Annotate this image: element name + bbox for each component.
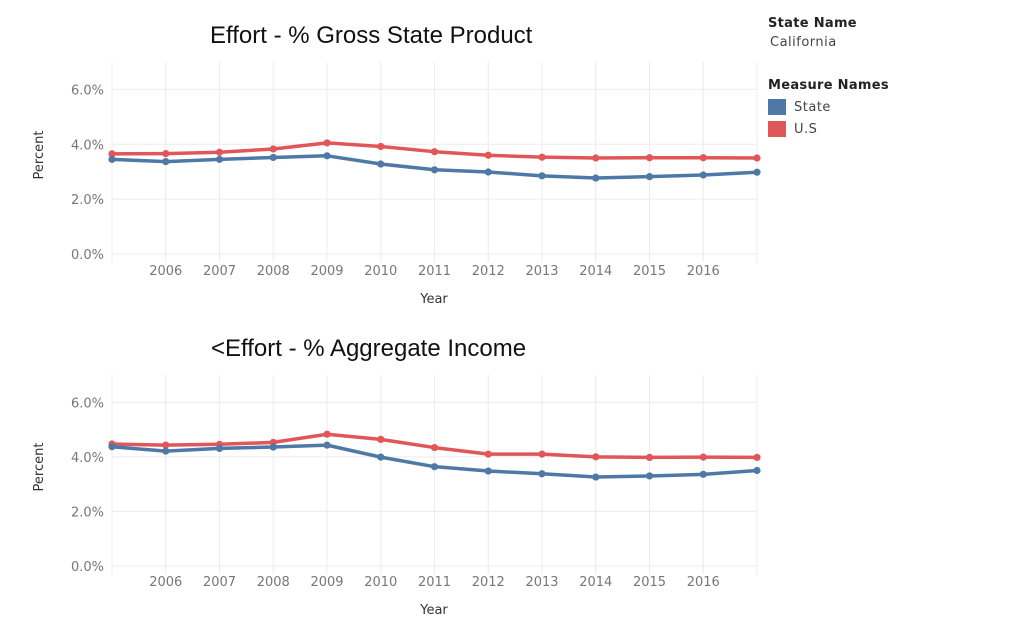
state-name-label: State Name [768, 16, 857, 31]
data-point-us [538, 153, 546, 161]
data-point-us [215, 148, 224, 156]
x-tick-label: 2010 [364, 575, 397, 590]
y-tick-label: 0.0% [71, 560, 104, 575]
data-point-us [269, 145, 277, 153]
data-point-state [699, 171, 707, 179]
x-tick-label: 2013 [525, 264, 558, 279]
data-point-us [484, 450, 492, 458]
y-tick-label: 2.0% [71, 193, 104, 208]
data-point-state [377, 453, 385, 461]
legend-item-us[interactable]: U.S [768, 121, 889, 137]
data-point-us [592, 154, 600, 162]
x-axis-title: Year [419, 292, 448, 307]
x-tick-label: 2015 [633, 575, 666, 590]
x-tick-label: 2014 [579, 575, 612, 590]
data-point-state [592, 174, 600, 182]
x-tick-label: 2008 [257, 575, 290, 590]
data-point-state [645, 472, 654, 480]
x-tick-label: 2016 [687, 575, 720, 590]
data-point-state [215, 155, 224, 163]
legend-item-state[interactable]: State [768, 99, 889, 115]
x-tick-label: 2007 [203, 264, 236, 279]
x-tick-label: 2008 [257, 264, 290, 279]
y-tick-label: 2.0% [71, 505, 104, 520]
data-point-us [377, 435, 385, 443]
data-point-state [430, 463, 439, 471]
legend-label-state: State [794, 99, 831, 115]
x-tick-label: 2011 [418, 264, 451, 279]
data-point-state [753, 168, 761, 176]
data-point-state [377, 160, 385, 168]
data-point-state [108, 443, 116, 451]
y-tick-label: 4.0% [71, 138, 104, 153]
data-point-us [753, 453, 761, 462]
data-point-us [538, 450, 546, 458]
y-tick-label: 6.0% [71, 396, 104, 411]
data-point-us [377, 142, 385, 151]
data-point-state [753, 466, 761, 475]
legend-label-us: U.S [794, 121, 818, 137]
data-point-us [323, 430, 331, 438]
x-tick-label: 2007 [203, 575, 236, 590]
data-point-state [484, 467, 492, 475]
data-point-us [699, 154, 707, 162]
x-tick-label: 2010 [364, 264, 397, 279]
data-point-state [323, 441, 331, 449]
data-point-state [323, 152, 331, 160]
data-point-state [215, 444, 224, 452]
data-point-us [592, 453, 600, 461]
legend-swatch-state [768, 99, 786, 115]
data-point-us [430, 148, 439, 156]
data-point-us [484, 151, 492, 159]
x-tick-label: 2006 [149, 575, 182, 590]
x-tick-label: 2013 [525, 575, 558, 590]
data-point-state [538, 172, 546, 180]
x-tick-label: 2009 [310, 264, 343, 279]
data-point-state [269, 443, 277, 451]
x-tick-label: 2009 [310, 575, 343, 590]
x-tick-label: 2012 [472, 575, 505, 590]
data-point-state [484, 168, 492, 176]
data-point-state [538, 470, 546, 478]
legend-swatch-us [768, 121, 786, 137]
y-tick-label: 6.0% [71, 83, 104, 98]
state-name-value[interactable]: California [770, 35, 837, 50]
data-point-state [269, 153, 277, 162]
data-point-us [753, 154, 761, 162]
data-point-state [645, 173, 654, 181]
data-point-us [645, 154, 654, 162]
data-point-state [699, 470, 707, 478]
measure-names-label: Measure Names [768, 78, 889, 93]
data-point-us [323, 139, 331, 147]
x-tick-label: 2015 [633, 264, 666, 279]
x-tick-label: 2012 [472, 264, 505, 279]
x-tick-label: 2016 [687, 264, 720, 279]
data-point-us [162, 150, 170, 158]
data-point-state [430, 166, 439, 174]
data-point-state [162, 447, 170, 455]
x-tick-label: 2006 [149, 264, 182, 279]
data-point-us [699, 453, 707, 461]
y-tick-label: 4.0% [71, 451, 104, 466]
chart-title-aggregate-income: <Effort - % Aggregate Income [211, 335, 527, 362]
x-axis-title: Year [419, 603, 448, 618]
x-tick-label: 2011 [418, 575, 451, 590]
data-point-us [645, 453, 654, 462]
legend: State Name California Measure Names Stat… [768, 16, 889, 137]
data-point-state [592, 473, 600, 481]
y-axis-title: Percent [32, 443, 47, 492]
y-tick-label: 0.0% [71, 248, 104, 263]
data-point-state [162, 157, 170, 166]
data-point-us [430, 443, 439, 452]
x-tick-label: 2014 [579, 264, 612, 279]
y-axis-title: Percent [32, 131, 47, 180]
chart-title-gross-state-product: Effort - % Gross State Product [210, 22, 533, 49]
data-point-us [108, 150, 116, 158]
data-point-us [162, 441, 170, 449]
data-point-state [108, 155, 116, 163]
